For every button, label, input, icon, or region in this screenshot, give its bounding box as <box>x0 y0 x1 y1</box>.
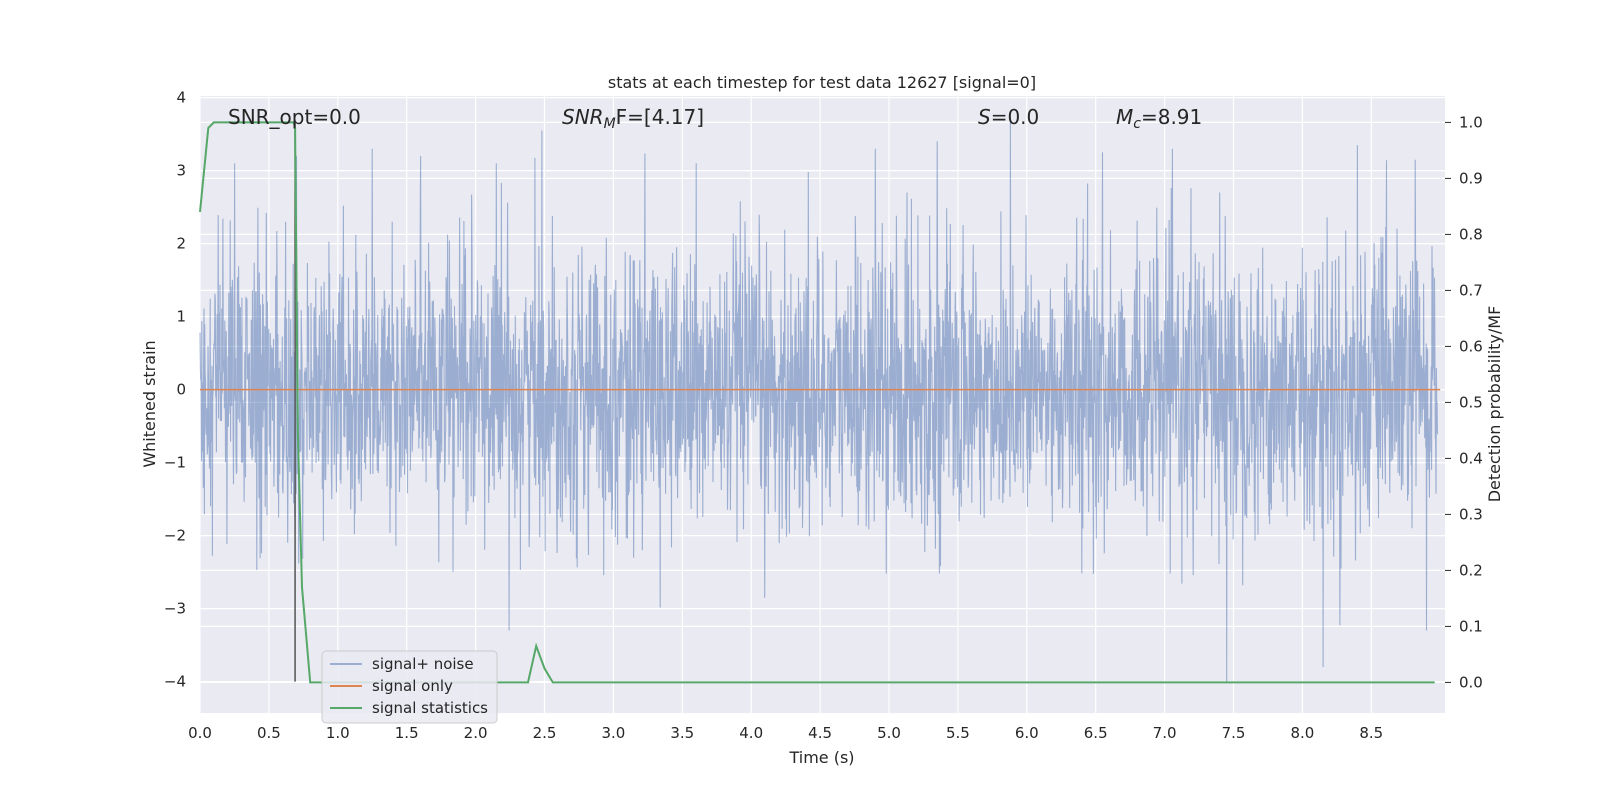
x-tick-label: 2.5 <box>533 724 557 742</box>
x-tick-label: 1.5 <box>395 724 419 742</box>
y2-tick-label: 1.0 <box>1459 113 1483 131</box>
y2-tick-labels: 1.0 0.9 0.8 0.7 0.6 0.5 0.4 0.3 0.2 0.1 0.0 <box>1459 113 1483 691</box>
annotation-snr-mf-sub: M <box>604 116 616 132</box>
y2-tick-label: 0.1 <box>1459 617 1483 635</box>
y-tick-label: 0 <box>176 381 186 399</box>
y2-tick-label: 0.9 <box>1459 169 1483 187</box>
x-axis-label: Time (s) <box>788 748 854 767</box>
annotation-mc-tail: =8.91 <box>1141 105 1202 129</box>
y2-tick-label: 0.3 <box>1459 505 1483 523</box>
legend-label-signal-only: signal only <box>372 677 453 695</box>
y2-tick-label: 0.0 <box>1459 673 1483 691</box>
y-tick-label: −4 <box>164 673 186 691</box>
y-tick-label: 4 <box>176 89 186 107</box>
x-tick-label: 2.0 <box>464 724 488 742</box>
x-tick-label: 5.0 <box>877 724 901 742</box>
annotation-mc: Mc=8.91 <box>1116 105 1202 132</box>
x-tick-label: 8.0 <box>1290 724 1314 742</box>
chart-title: stats at each timestep for test data 126… <box>608 73 1036 92</box>
x-tick-label: 4.5 <box>808 724 832 742</box>
annotation-mc-main: M <box>1116 105 1133 129</box>
x-tick-label: 4.0 <box>739 724 763 742</box>
y-tick-labels: 4 3 2 1 0 −1 −2 −3 −4 <box>164 89 186 691</box>
y2-tick-label: 0.4 <box>1459 449 1483 467</box>
legend-label-signal-statistics: signal statistics <box>372 699 488 717</box>
y-tick-label: −3 <box>164 600 186 618</box>
series-signal-noise <box>199 119 1438 682</box>
y2-tick-label: 0.6 <box>1459 337 1483 355</box>
y2-tick-label: 0.2 <box>1459 561 1483 579</box>
y2-tick-label: 0.8 <box>1459 225 1483 243</box>
noise-trace <box>199 119 1438 682</box>
annotation-s: S=0.0 <box>978 105 1039 129</box>
annotation-snr-mf-main: SNR <box>562 105 604 129</box>
x-tick-label: 6.5 <box>1084 724 1108 742</box>
y-tick-label: −2 <box>164 527 186 545</box>
y-tick-label: 2 <box>176 235 186 253</box>
legend-label-signal-noise: signal+ noise <box>372 655 474 673</box>
annotation-snr-mf-tail: F=[4.17] <box>616 105 704 129</box>
y2-tick-label: 0.7 <box>1459 281 1483 299</box>
x-tick-label: 1.0 <box>326 724 350 742</box>
x-tick-label: 5.5 <box>946 724 970 742</box>
x-tick-label: 6.0 <box>1015 724 1039 742</box>
annotation-s-main: S <box>978 105 991 129</box>
y-tick-label: 3 <box>176 162 186 180</box>
x-tick-labels: 0.0 0.5 1.0 1.5 2.0 2.5 3.0 3.5 4.0 4.5 5.0 5.5 6.0 6… <box>188 724 1383 742</box>
x-tick-label: 3.0 <box>601 724 625 742</box>
x-tick-label: 7.0 <box>1153 724 1177 742</box>
x-tick-label: 0.0 <box>188 724 212 742</box>
annotation-mc-sub: c <box>1133 116 1141 132</box>
annotation-snr-mf: SNRMF=[4.17] <box>562 105 704 132</box>
y-axis-label: Whitened strain <box>140 340 159 467</box>
annotation-s-tail: =0.0 <box>991 105 1040 129</box>
annotation-snr-opt: SNR_opt=0.0 <box>228 105 361 129</box>
y-tick-label: −1 <box>164 454 186 472</box>
legend: signal+ noise signal only signal statist… <box>321 650 498 724</box>
x-tick-label: 0.5 <box>257 724 281 742</box>
x-tick-label: 3.5 <box>670 724 694 742</box>
x-tick-label: 7.5 <box>1222 724 1246 742</box>
y-tick-label: 1 <box>176 308 186 326</box>
legend-box <box>321 650 498 724</box>
y2-axis-label: Detection probability/MF <box>1485 306 1504 503</box>
x-tick-label: 8.5 <box>1359 724 1383 742</box>
y2-tick-label: 0.5 <box>1459 393 1483 411</box>
